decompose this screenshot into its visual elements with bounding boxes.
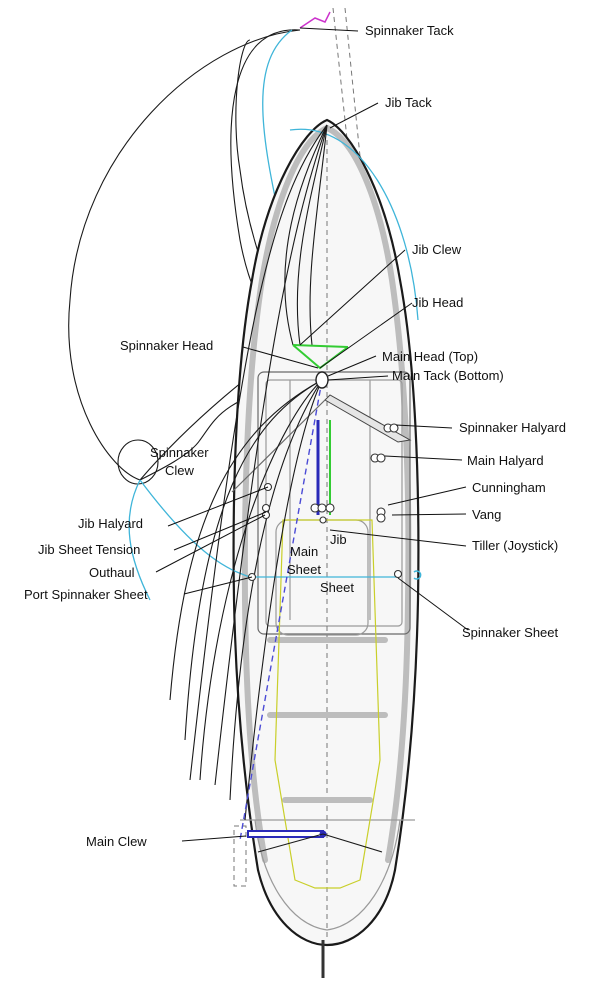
label-main-tack-bottom: Main Tack (Bottom): [392, 368, 504, 383]
label-spinnaker-halyard: Spinnaker Halyard: [459, 420, 566, 435]
label-vang: Vang: [472, 507, 501, 522]
spinnaker-tack-line: [299, 11, 331, 29]
label-jib-sheet-tension: Jib Sheet Tension: [38, 542, 140, 557]
label-spinnaker-clew-1: Spinnaker: [150, 445, 209, 460]
label-main-sheet-2: Sheet: [287, 562, 321, 577]
label-tiller: Tiller (Joystick): [472, 538, 558, 553]
label-main-head-top: Main Head (Top): [382, 349, 478, 364]
mast: [315, 371, 329, 389]
label-main-halyard: Main Halyard: [467, 453, 544, 468]
label-jib-sheet-1: Jib: [330, 532, 347, 547]
hull: [232, 118, 420, 947]
deck-fittings: [247, 423, 422, 582]
label-jib-halyard: Jib Halyard: [78, 516, 143, 531]
leader-lines: [155, 27, 469, 842]
label-main-sheet-1: Main: [290, 544, 318, 559]
main-clew-traveler: [233, 825, 383, 887]
label-jib-tack: Jib Tack: [385, 95, 432, 110]
label-main-clew: Main Clew: [86, 834, 147, 849]
spinnaker-sheet-path: [139, 128, 419, 578]
label-outhaul: Outhaul: [89, 565, 135, 580]
mainsail-foot: [239, 379, 323, 841]
jib-sail: [169, 124, 328, 821]
sheet-tracks: [316, 420, 331, 515]
cockpit-outline: [274, 519, 381, 889]
label-jib-head: Jib Head: [412, 295, 463, 310]
labels: Spinnaker Tack Jib Tack Jib Clew Jib Hea…: [24, 23, 566, 849]
label-jib-sheet-2: Sheet: [320, 580, 354, 595]
label-port-spinnaker-sheet: Port Spinnaker Sheet: [24, 587, 148, 602]
label-spinnaker-sheet: Spinnaker Sheet: [462, 625, 559, 640]
deck-crossbars: [267, 637, 388, 803]
label-cunningham: Cunningham: [472, 480, 546, 495]
label-spinnaker-clew-2: Clew: [165, 463, 195, 478]
label-spinnaker-tack: Spinnaker Tack: [365, 23, 454, 38]
label-jib-clew: Jib Clew: [412, 242, 462, 257]
label-spinnaker-head: Spinnaker Head: [120, 338, 213, 353]
